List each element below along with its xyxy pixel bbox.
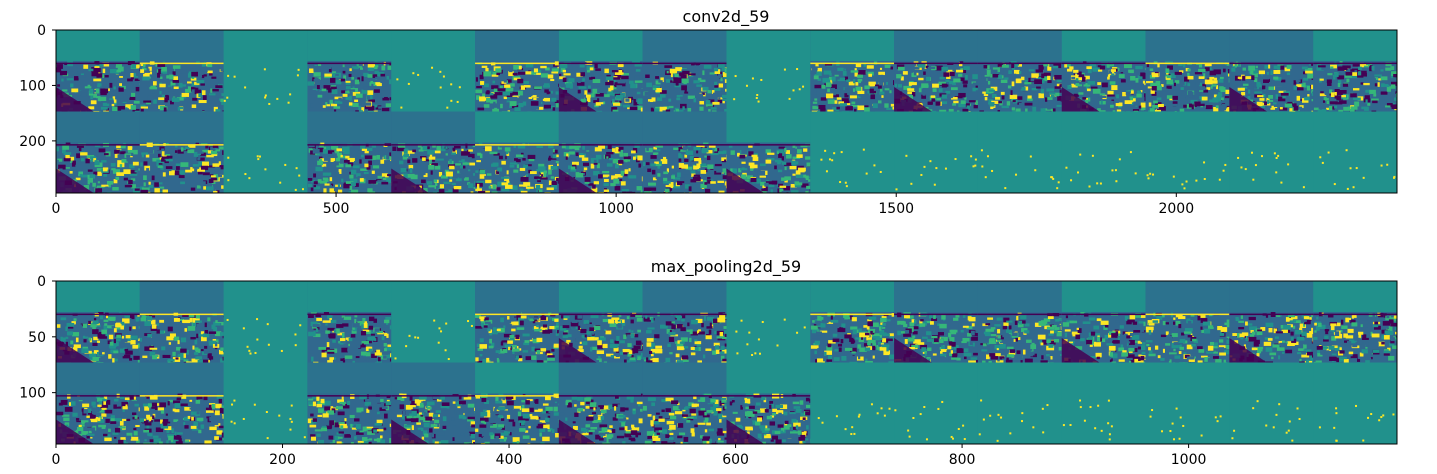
x-axis: 0 500 1000 1500 2000 [52, 193, 1194, 217]
feature-map-tile [977, 281, 1063, 363]
feature-map-tile [56, 30, 141, 112]
feature-map-tile [307, 281, 392, 363]
feature-map-tile [1061, 281, 1147, 363]
feature-map-tile [894, 281, 979, 363]
feature-map-tile [642, 30, 727, 112]
feature-map-tile [642, 281, 727, 363]
feature-map-tile [810, 111, 895, 194]
x-tick-label: 200 [269, 452, 296, 468]
x-tick-label: 500 [323, 201, 350, 217]
feature-map-tile [391, 281, 476, 363]
y-axis: 0 100 200 [19, 23, 56, 150]
feature-map-tile [223, 111, 308, 194]
feature-map-tile [1145, 281, 1230, 363]
feature-map-tile [642, 362, 727, 445]
feature-map-tile [307, 111, 392, 194]
y-axis: 0 50 100 [19, 274, 56, 402]
feature-map-tile [894, 362, 979, 445]
x-tick-label: 0 [52, 201, 61, 217]
feature-map-tile [1313, 362, 1398, 445]
feature-map-tile [307, 30, 392, 112]
feature-map-tile [1061, 111, 1147, 194]
feature-map-tile [56, 111, 141, 194]
x-tick-label: 400 [496, 452, 523, 468]
feature-map-tile [894, 30, 979, 112]
feature-map-tiles [56, 281, 1398, 445]
feature-map-tile [977, 30, 1063, 112]
feature-map-tile [977, 362, 1063, 445]
feature-map-tile [139, 281, 225, 363]
feature-map-tile [726, 281, 811, 363]
y-tick-label: 0 [37, 274, 46, 290]
feature-map-tile [139, 111, 225, 194]
feature-map-tile [558, 111, 644, 194]
conv2d-panel: conv2d_59 0 500 1000 1500 2000 0 100 200 [19, 7, 1398, 217]
feature-map-tile [223, 281, 308, 363]
axes-frame [55, 280, 1398, 445]
feature-map-tile [558, 281, 644, 363]
feature-map-tile [810, 362, 895, 445]
feature-map-tile [1061, 362, 1147, 445]
y-tick-label: 100 [19, 386, 46, 402]
y-tick-label: 200 [19, 134, 46, 150]
x-tick-label: 1500 [878, 201, 914, 217]
y-tick-label: 50 [28, 330, 46, 346]
x-tick-label: 1000 [598, 201, 634, 217]
feature-map-tile [391, 30, 476, 112]
feature-map-tile [1145, 30, 1230, 112]
x-tick-label: 0 [52, 452, 61, 468]
feature-map-tile [475, 111, 560, 194]
feature-map-tile [977, 111, 1063, 194]
feature-map-tile [139, 362, 225, 445]
y-tick-label: 100 [19, 78, 46, 94]
feature-map-tile [307, 362, 392, 445]
feature-map-tile [1229, 362, 1314, 445]
feature-map-tile [726, 111, 811, 194]
feature-map-tile [475, 281, 560, 363]
feature-map-tile [391, 362, 476, 445]
x-tick-label: 600 [722, 452, 749, 468]
feature-map-tile [391, 111, 476, 194]
feature-map-tile [475, 30, 560, 112]
chart-title: max_pooling2d_59 [651, 257, 801, 277]
feature-map-tile [1145, 111, 1230, 194]
axes-frame [55, 29, 1398, 194]
x-axis: 0 200 400 600 800 1000 [52, 444, 1207, 468]
feature-map-tile [894, 111, 979, 194]
feature-map-tile [1313, 30, 1398, 112]
feature-map-tile [726, 362, 811, 445]
feature-map-tile [139, 30, 225, 112]
feature-map-tile [1229, 281, 1314, 363]
feature-map-tile [810, 281, 895, 363]
feature-map-tile [56, 362, 141, 445]
x-tick-label: 1000 [1171, 452, 1207, 468]
feature-map-tile [475, 362, 560, 445]
feature-map-tile [1229, 30, 1314, 112]
chart-title: conv2d_59 [683, 7, 770, 27]
feature-map-tile [1229, 111, 1314, 194]
feature-map-tile [1313, 111, 1398, 194]
feature-map-tile [558, 30, 644, 112]
x-tick-label: 800 [949, 452, 976, 468]
max-pooling-panel: max_pooling2d_59 0 200 400 600 800 1000 0 50 10… [19, 257, 1398, 468]
feature-map-tiles [56, 30, 1398, 194]
feature-map-tile [1313, 281, 1398, 363]
feature-map-tile [223, 30, 308, 112]
feature-map-tile [642, 111, 727, 194]
feature-map-tile [726, 30, 811, 112]
feature-map-tile [1145, 362, 1230, 445]
feature-map-tile [558, 362, 644, 445]
feature-map-tile [56, 281, 141, 363]
feature-map-tile [223, 362, 308, 445]
feature-map-tile [810, 30, 895, 112]
x-tick-label: 2000 [1158, 201, 1194, 217]
y-tick-label: 0 [37, 23, 46, 39]
feature-map-tile [1061, 30, 1147, 112]
